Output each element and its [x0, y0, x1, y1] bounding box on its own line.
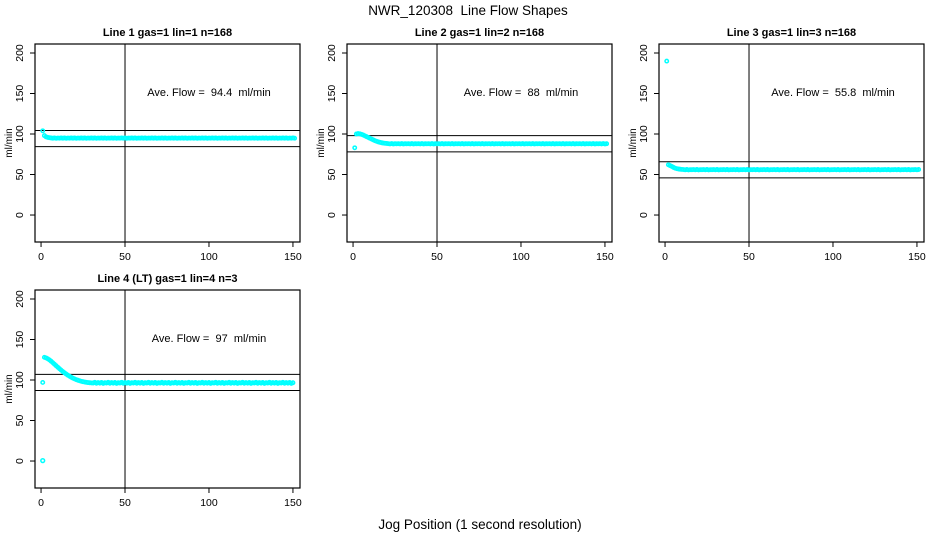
x-tick-label: 0: [38, 251, 44, 263]
data-points: [40, 128, 298, 141]
y-tick-label: 100: [14, 371, 26, 389]
main-title: NWR_120308 Line Flow Shapes: [368, 3, 568, 18]
x-tick-label: 0: [350, 251, 356, 263]
ave-flow-annotation-line-4: Ave. Flow = 97 ml/min: [151, 333, 267, 345]
y-tick-label: 150: [638, 85, 650, 103]
x-tick-label: 50: [743, 251, 755, 263]
y-tick-label: 150: [14, 331, 26, 349]
y-tick-label: 200: [638, 44, 650, 62]
y-tick-label: 200: [326, 44, 338, 62]
subplot-title-line-3: Line 3 gas=1 lin=3 n=168: [726, 27, 857, 39]
y-axis-label: ml/min: [628, 128, 639, 157]
y-tick-label: 0: [326, 212, 338, 218]
subplot-canvas: 0 50 100 150 0 50 100 150 200 ml/min: [316, 43, 614, 263]
x-tick-label: 150: [908, 251, 926, 263]
subplot-line-4: 0 50 100 150 0 50 100 150 200 ml/min: [0, 272, 312, 516]
y-tick-label: 100: [326, 125, 338, 143]
x-tick-label: 50: [431, 251, 443, 263]
y-axis-label: ml/min: [4, 374, 15, 403]
ave-flow-annotation-line-3: Ave. Flow = 55.8 ml/min: [771, 87, 895, 99]
y-tick-label: 50: [638, 169, 650, 181]
subplot-canvas: 0 50 100 150 0 50 100 150 200 ml/min: [628, 43, 926, 263]
subplot-canvas: 0 50 100 150 0 50 100 150 200 ml/min: [4, 43, 302, 263]
plot-box: [658, 43, 925, 243]
x-tick-label: 150: [596, 251, 614, 263]
x-tick-label: 50: [119, 251, 131, 263]
subplot-title-line-1: Line 1 gas=1 lin=1 n=168: [102, 27, 233, 39]
y-tick-label: 50: [326, 169, 338, 181]
y-tick-label: 150: [14, 85, 26, 103]
x-tick-label: 150: [284, 251, 302, 263]
y-tick-label: 50: [14, 415, 26, 427]
ave-flow-annotation-line-1: Ave. Flow = 94.4 ml/min: [147, 87, 271, 99]
x-tick-label: 150: [284, 497, 302, 509]
y-axis-label: ml/min: [316, 128, 327, 157]
x-axis-label: Jog Position (1 second resolution): [378, 517, 582, 532]
x-tick-label: 0: [662, 251, 668, 263]
x-tick-label: 50: [119, 497, 131, 509]
data-points: [40, 354, 296, 464]
plot-box: [346, 43, 613, 243]
x-tick-label: 100: [200, 497, 218, 509]
x-tick-label: 0: [38, 497, 44, 509]
subplot-canvas: 0 50 100 150 0 50 100 150 200 ml/min: [4, 289, 302, 509]
data-points: [664, 58, 922, 173]
ave-flow-annotation-line-2: Ave. Flow = 88 ml/min: [463, 87, 579, 99]
y-axis-label: ml/min: [4, 128, 15, 157]
subplot-title-line-4: Line 4 (LT) gas=1 lin=4 n=3: [97, 273, 238, 285]
y-tick-label: 0: [14, 212, 26, 218]
x-tick-label: 100: [512, 251, 530, 263]
subplot-line-1: 0 50 100 150 0 50 100 150 200 ml/min: [0, 26, 312, 270]
y-tick-label: 100: [638, 125, 650, 143]
y-tick-label: 150: [326, 85, 338, 103]
subplot-title-line-2: Line 2 gas=1 lin=2 n=168: [414, 27, 545, 39]
y-tick-label: 200: [14, 44, 26, 62]
x-tick-label: 100: [200, 251, 218, 263]
subplot-line-3: 0 50 100 150 0 50 100 150 200 ml/min: [624, 26, 936, 270]
plot-box: [34, 289, 301, 489]
y-tick-label: 200: [14, 290, 26, 308]
y-tick-label: 50: [14, 169, 26, 181]
data-points: [352, 131, 610, 151]
plot-box: [34, 43, 301, 243]
outlier-point: [40, 457, 46, 464]
y-tick-label: 0: [638, 212, 650, 218]
subplot-line-2: 0 50 100 150 0 50 100 150 200 ml/min: [312, 26, 624, 270]
x-tick-label: 100: [824, 251, 842, 263]
y-tick-label: 0: [14, 458, 26, 464]
y-tick-label: 100: [14, 125, 26, 143]
